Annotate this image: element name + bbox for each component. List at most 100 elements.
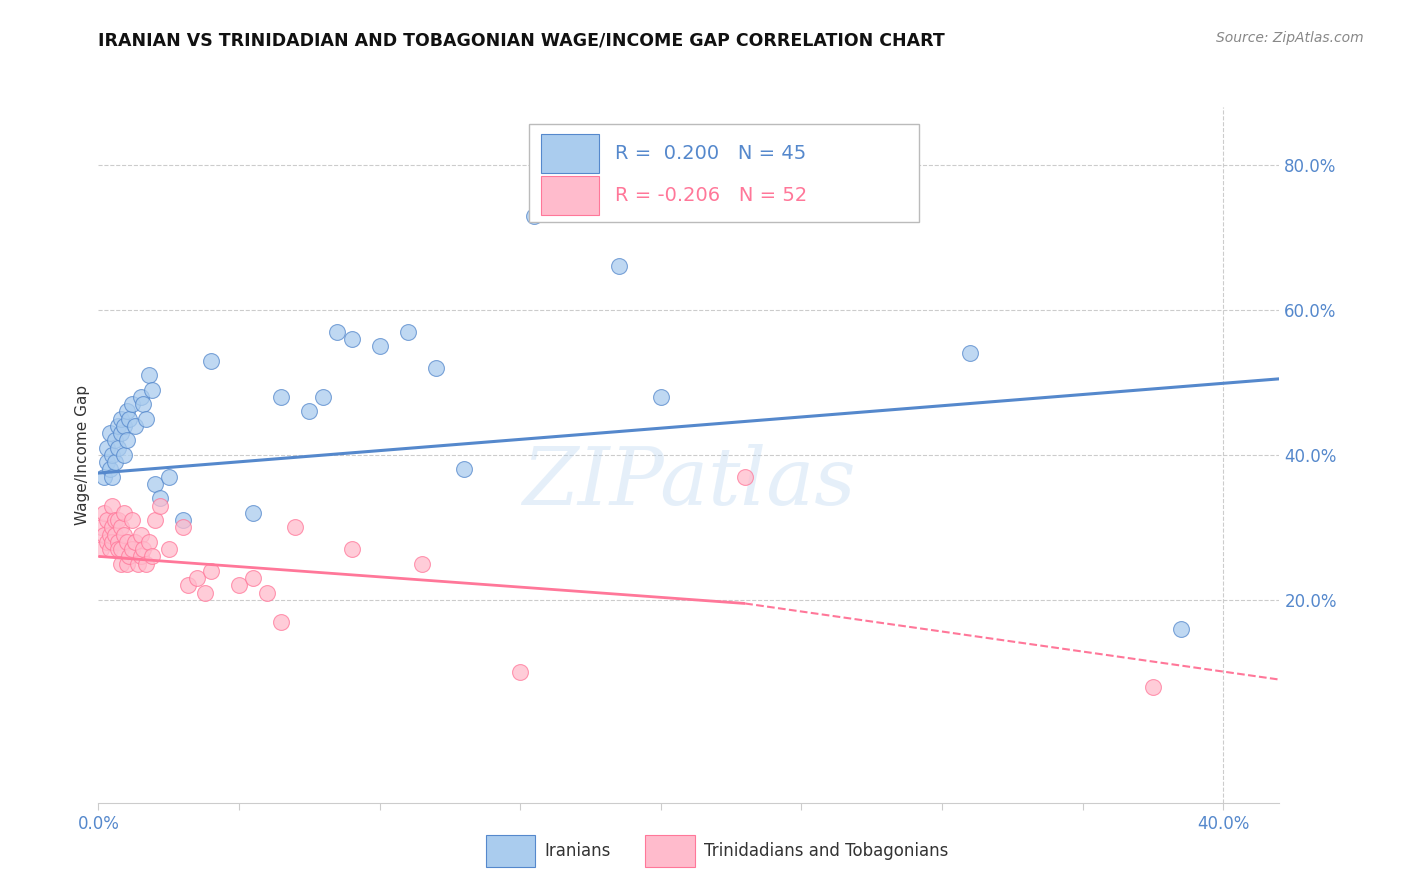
Point	[107, 513, 129, 527]
Point	[121, 542, 143, 557]
Point	[135, 557, 157, 571]
Point	[132, 542, 155, 557]
Point	[157, 469, 180, 483]
Point	[411, 557, 433, 571]
FancyBboxPatch shape	[645, 835, 695, 867]
Point	[509, 665, 531, 680]
Point	[186, 571, 208, 585]
Point	[115, 434, 138, 448]
Point	[110, 411, 132, 425]
Point	[101, 469, 124, 483]
Point	[112, 506, 135, 520]
Text: R =  0.200   N = 45: R = 0.200 N = 45	[614, 145, 806, 163]
Point	[129, 549, 152, 564]
Point	[149, 491, 172, 506]
Point	[124, 419, 146, 434]
Point	[101, 499, 124, 513]
Point	[242, 571, 264, 585]
Point	[256, 585, 278, 599]
Point	[115, 534, 138, 549]
Point	[121, 513, 143, 527]
Point	[124, 534, 146, 549]
Point	[340, 332, 363, 346]
Point	[228, 578, 250, 592]
Point	[118, 549, 141, 564]
Point	[200, 353, 222, 368]
Text: R = -0.206   N = 52: R = -0.206 N = 52	[614, 186, 807, 205]
Point	[104, 455, 127, 469]
FancyBboxPatch shape	[530, 124, 920, 222]
Point	[607, 260, 630, 274]
Text: ZIPatlas: ZIPatlas	[522, 444, 856, 522]
Point	[177, 578, 200, 592]
Point	[149, 499, 172, 513]
Point	[101, 520, 124, 534]
Point	[98, 426, 121, 441]
Point	[96, 513, 118, 527]
Point	[129, 527, 152, 541]
Point	[90, 542, 112, 557]
Point	[129, 390, 152, 404]
Point	[118, 411, 141, 425]
Point	[157, 542, 180, 557]
Point	[112, 448, 135, 462]
Point	[104, 513, 127, 527]
Point	[107, 419, 129, 434]
Point	[104, 434, 127, 448]
Point	[141, 549, 163, 564]
Point	[110, 542, 132, 557]
FancyBboxPatch shape	[541, 134, 599, 173]
Point	[172, 513, 194, 527]
Point	[90, 520, 112, 534]
Point	[107, 441, 129, 455]
Point	[143, 476, 166, 491]
Point	[135, 411, 157, 425]
Point	[368, 339, 391, 353]
FancyBboxPatch shape	[486, 835, 536, 867]
Y-axis label: Wage/Income Gap: Wage/Income Gap	[75, 384, 90, 525]
Point	[194, 585, 217, 599]
Point	[96, 455, 118, 469]
Point	[112, 527, 135, 541]
Point	[172, 520, 194, 534]
Point	[138, 534, 160, 549]
Point	[453, 462, 475, 476]
Point	[110, 520, 132, 534]
Point	[96, 534, 118, 549]
Point	[650, 390, 672, 404]
Point	[115, 557, 138, 571]
Point	[425, 361, 447, 376]
Point	[93, 469, 115, 483]
Point	[523, 209, 546, 223]
Text: Source: ZipAtlas.com: Source: ZipAtlas.com	[1216, 31, 1364, 45]
Point	[1170, 622, 1192, 636]
Point	[141, 383, 163, 397]
Text: Trinidadians and Tobagonians: Trinidadians and Tobagonians	[704, 842, 949, 860]
Point	[127, 557, 149, 571]
Point	[270, 390, 292, 404]
Point	[270, 615, 292, 629]
Point	[93, 506, 115, 520]
Point	[107, 534, 129, 549]
Point	[242, 506, 264, 520]
Point	[138, 368, 160, 383]
Point	[101, 448, 124, 462]
Point	[115, 404, 138, 418]
Point	[96, 441, 118, 455]
Point	[734, 469, 756, 483]
Point	[312, 390, 335, 404]
Text: Iranians: Iranians	[546, 842, 612, 860]
Point	[98, 527, 121, 541]
Point	[340, 542, 363, 557]
Point	[200, 564, 222, 578]
Point	[326, 325, 349, 339]
Point	[1142, 680, 1164, 694]
Text: IRANIAN VS TRINIDADIAN AND TOBAGONIAN WAGE/INCOME GAP CORRELATION CHART: IRANIAN VS TRINIDADIAN AND TOBAGONIAN WA…	[98, 31, 945, 49]
Point	[98, 462, 121, 476]
Point	[110, 557, 132, 571]
Point	[959, 346, 981, 360]
Point	[298, 404, 321, 418]
Point	[110, 426, 132, 441]
Point	[132, 397, 155, 411]
Point	[98, 542, 121, 557]
